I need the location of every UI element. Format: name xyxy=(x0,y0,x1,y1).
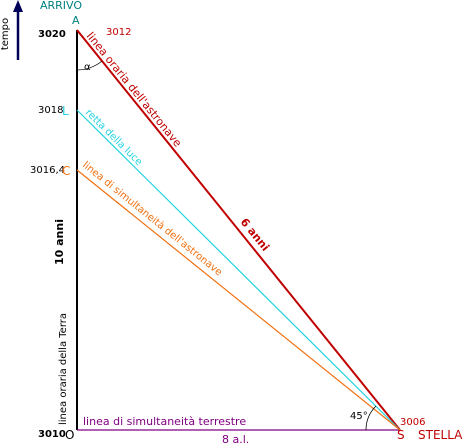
ship-year: 3012 xyxy=(106,27,131,38)
alpha-label: α xyxy=(84,62,91,73)
point-letter: O xyxy=(65,428,74,442)
point-letter: C xyxy=(62,164,70,178)
line-label: linea oraria della Terra xyxy=(58,313,69,425)
line-label: linea di simultaneità dell'astronave xyxy=(80,159,224,278)
star-year: 3006 xyxy=(400,417,425,428)
star-name: STELLA xyxy=(418,428,463,442)
line-label: linea di simultaneità terrestre xyxy=(83,415,246,428)
point-letter: A xyxy=(72,14,80,27)
angle-label: 45° xyxy=(350,411,368,422)
title: ARRIVO xyxy=(40,0,82,12)
angle-arc xyxy=(365,405,377,431)
alpha-arc xyxy=(76,60,103,71)
axis-label: tempo xyxy=(0,18,11,50)
point-letter: L xyxy=(62,104,69,118)
year-label: 3020 xyxy=(38,29,66,40)
year-label: 3010 xyxy=(38,429,66,440)
point-letter: S xyxy=(397,428,405,442)
year-label: 3016,4 xyxy=(30,165,65,176)
light-ray xyxy=(76,109,401,431)
year-label: 3018 xyxy=(38,105,63,116)
ship-worldline xyxy=(76,29,401,431)
ship-simultaneity-line xyxy=(76,169,401,431)
arrow-head xyxy=(13,0,23,12)
earth-time: 10 anni xyxy=(53,219,66,265)
line-label: retta della luce xyxy=(83,107,144,168)
distance-label: 8 a.l. xyxy=(222,433,249,444)
